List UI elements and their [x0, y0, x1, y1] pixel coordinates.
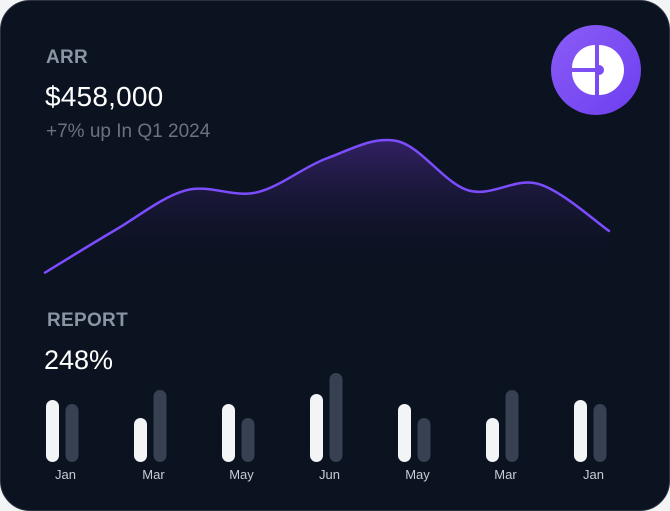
bar-month-label: Jan [55, 467, 76, 482]
bar-primary [222, 404, 235, 462]
arr-series-line [43, 138, 611, 274]
bar-primary [46, 400, 59, 462]
bar-month-label: Jan [583, 467, 604, 482]
report-value: 248% [44, 345, 114, 375]
bar-primary [574, 400, 587, 462]
bar-primary [486, 418, 499, 462]
bar-primary [134, 418, 147, 462]
arr-area-chart [43, 138, 611, 278]
arr-growth-subtitle: +7% up In Q1 2024 [46, 121, 211, 142]
bar-primary [310, 394, 323, 462]
bar-month-label: Mar [142, 467, 165, 482]
pie-chart-icon [572, 45, 624, 95]
bar-secondary [505, 390, 519, 462]
bar-secondary [241, 418, 255, 462]
bar-secondary [65, 404, 79, 462]
arr-label: ARR [46, 47, 89, 68]
report-label: REPORT [47, 310, 128, 331]
report-bar-chart: Jan Mar May Jun May Mar Jan [46, 373, 607, 482]
arr-area-fill [45, 139, 609, 278]
bar-month-label: May [229, 467, 254, 482]
bar-secondary [329, 373, 343, 462]
logo-button[interactable] [551, 25, 641, 115]
bar-month-label: Jun [319, 467, 340, 482]
bar-secondary [153, 390, 167, 462]
bar-primary [398, 404, 411, 462]
bar-secondary [593, 404, 607, 462]
bar-secondary [417, 418, 431, 462]
arr-value: $458,000 [45, 81, 164, 112]
bar-month-label: May [405, 467, 430, 482]
bar-month-label: Mar [494, 467, 517, 482]
